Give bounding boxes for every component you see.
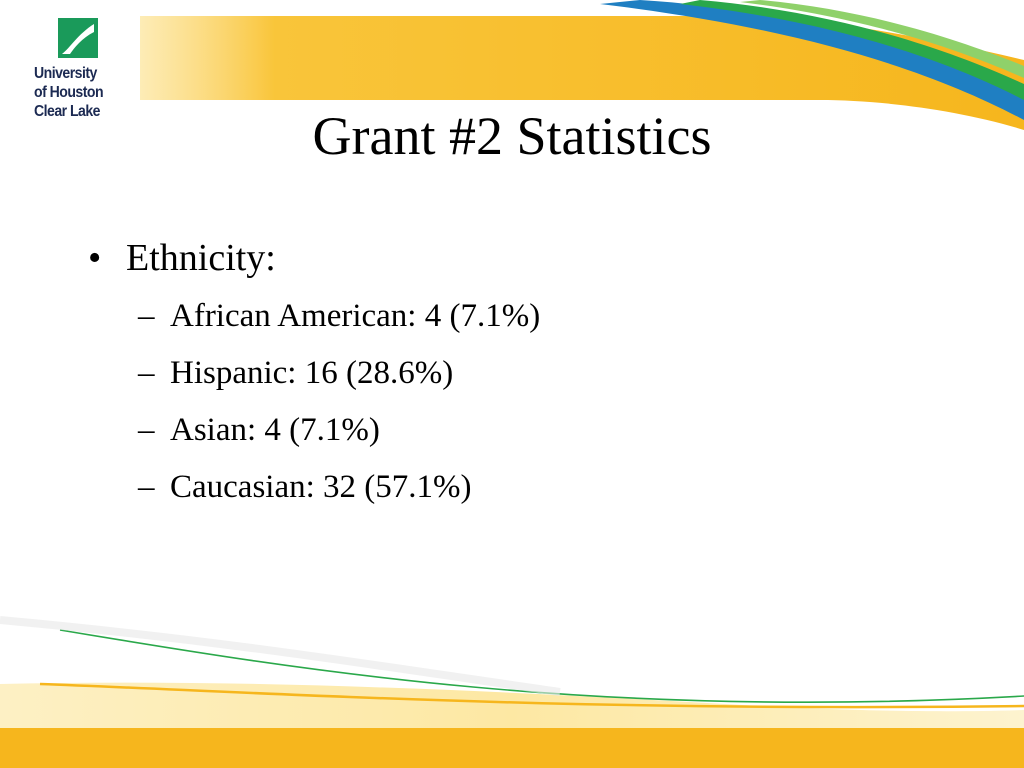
sub-item-text: Asian: 4 (7.1%) bbox=[170, 412, 380, 448]
slide-content: • Ethnicity: – African American: 4 (7.1%… bbox=[88, 232, 948, 516]
slide-title: Grant #2 Statistics bbox=[312, 106, 712, 166]
bullet-text: Ethnicity: bbox=[126, 237, 276, 279]
sub-item-text: Hispanic: 16 (28.6%) bbox=[170, 355, 454, 391]
logo-mark-icon bbox=[58, 18, 98, 58]
list-item: – Hispanic: 16 (28.6%) bbox=[138, 345, 948, 402]
bullet-marker: • bbox=[88, 237, 102, 279]
list-item: – Asian: 4 (7.1%) bbox=[138, 402, 948, 459]
logo-line-2: of Houston bbox=[34, 84, 104, 101]
sub-bullet-marker: – bbox=[138, 355, 155, 391]
sub-bullet-marker: – bbox=[138, 298, 155, 334]
logo-wordmark: University of Houston Clear Lake bbox=[34, 64, 122, 121]
sub-bullet-marker: – bbox=[138, 469, 155, 505]
logo-line-3: Clear Lake bbox=[34, 103, 100, 120]
bullet-ethnicity: • Ethnicity: bbox=[88, 232, 948, 284]
bottom-banner-graphic bbox=[0, 616, 1024, 768]
list-item: – Caucasian: 32 (57.1%) bbox=[138, 459, 948, 516]
ethnicity-sub-list: – African American: 4 (7.1%) – Hispanic:… bbox=[138, 288, 948, 516]
sub-item-text: African American: 4 (7.1%) bbox=[170, 298, 541, 334]
university-logo: University of Houston Clear Lake bbox=[0, 0, 140, 135]
sub-bullet-marker: – bbox=[138, 412, 155, 448]
list-item: – African American: 4 (7.1%) bbox=[138, 288, 948, 345]
sub-item-text: Caucasian: 32 (57.1%) bbox=[170, 469, 472, 505]
logo-line-1: University bbox=[34, 65, 97, 82]
top-banner-graphic bbox=[110, 0, 1024, 140]
